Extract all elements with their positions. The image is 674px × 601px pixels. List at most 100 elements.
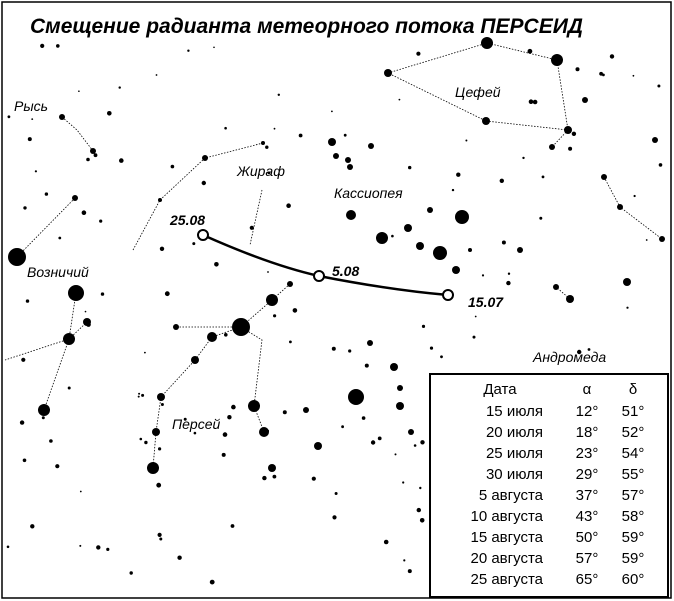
- star: [222, 432, 228, 437]
- constellation-label: Андромеда: [532, 349, 606, 365]
- star: [129, 571, 133, 575]
- star: [19, 420, 25, 425]
- star: [44, 192, 49, 196]
- table-cell: 20 августа: [470, 550, 543, 567]
- table-cell: 59°: [622, 529, 645, 546]
- star: [289, 340, 292, 344]
- star: [333, 153, 339, 159]
- constellation-label: Цефей: [455, 84, 501, 100]
- constellation-label: Возничий: [27, 264, 89, 280]
- date-label: 25.08: [169, 212, 205, 228]
- star: [224, 126, 227, 130]
- star: [314, 442, 322, 450]
- star: [419, 486, 422, 490]
- star: [364, 363, 369, 368]
- star: [267, 171, 271, 175]
- star: [79, 544, 82, 547]
- table-cell: 25 августа: [470, 571, 543, 588]
- star: [348, 389, 364, 405]
- table-cell: 12°: [576, 403, 599, 420]
- star: [413, 444, 417, 447]
- star: [657, 84, 661, 88]
- star: [231, 404, 236, 410]
- star: [78, 90, 80, 92]
- star: [144, 351, 146, 354]
- star: [119, 158, 124, 163]
- star: [214, 262, 219, 267]
- star: [259, 427, 269, 437]
- star: [147, 462, 159, 474]
- star: [507, 272, 511, 275]
- star: [158, 447, 162, 451]
- star: [86, 322, 91, 327]
- star: [481, 274, 485, 277]
- star: [107, 111, 112, 116]
- star: [40, 43, 45, 49]
- star: [652, 137, 658, 143]
- star: [267, 271, 269, 273]
- table-cell: 50°: [576, 529, 599, 546]
- star: [455, 210, 469, 224]
- star: [141, 393, 145, 397]
- star: [408, 165, 412, 170]
- star: [452, 266, 460, 274]
- star: [575, 67, 580, 72]
- star: [137, 395, 140, 398]
- table-cell: 20 июля: [486, 424, 543, 441]
- star: [632, 74, 635, 77]
- star: [265, 145, 269, 149]
- star: [465, 139, 468, 142]
- star: [384, 69, 392, 77]
- star: [68, 285, 84, 301]
- star: [582, 97, 588, 103]
- star: [328, 138, 336, 146]
- star: [8, 248, 26, 266]
- star: [571, 131, 577, 136]
- star: [553, 284, 559, 290]
- star: [383, 539, 389, 545]
- table-cell: 58°: [622, 508, 645, 525]
- constellation-line: [4, 338, 70, 361]
- constellation-label: Жираф: [236, 163, 285, 179]
- star: [331, 346, 336, 351]
- star: [403, 559, 406, 562]
- star: [106, 547, 110, 552]
- star: [361, 416, 366, 420]
- star: [49, 439, 53, 443]
- star: [25, 299, 30, 303]
- radiant-point: [442, 289, 454, 301]
- star: [27, 137, 32, 142]
- constellation-line: [249, 189, 263, 246]
- star: [38, 404, 50, 416]
- star: [227, 415, 232, 420]
- star: [183, 417, 187, 421]
- star: [420, 440, 425, 445]
- star: [118, 86, 121, 89]
- star: [100, 292, 105, 296]
- star: [159, 537, 163, 541]
- star: [433, 246, 447, 260]
- table-cell: 29°: [576, 466, 599, 483]
- star: [517, 247, 523, 253]
- star: [456, 172, 461, 177]
- star: [209, 579, 215, 585]
- star: [155, 74, 158, 76]
- star: [376, 232, 388, 244]
- star: [394, 453, 397, 456]
- star: [633, 194, 636, 198]
- star: [390, 363, 398, 371]
- star: [368, 143, 374, 149]
- table-frame: [429, 373, 669, 598]
- star: [248, 400, 260, 412]
- star: [617, 204, 623, 210]
- star: [230, 524, 235, 528]
- star: [551, 54, 563, 66]
- star: [191, 356, 199, 364]
- star: [528, 99, 534, 104]
- star: [282, 410, 287, 415]
- star: [55, 464, 60, 469]
- star: [468, 248, 472, 252]
- table-cell: 18°: [576, 424, 599, 441]
- star: [187, 49, 190, 52]
- table-cell: 30 июля: [486, 466, 543, 483]
